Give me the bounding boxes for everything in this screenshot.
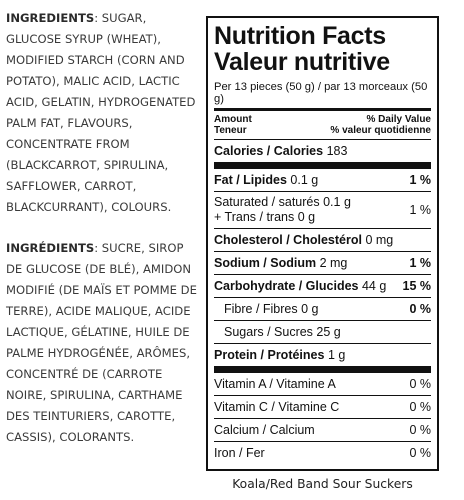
sodium-dv: 1 %	[409, 256, 431, 270]
fibre-label: Fibre / Fibres 0 g	[224, 302, 319, 316]
carbohydrate-value: 44 g	[361, 279, 387, 293]
vitamin-c-label: Vitamin C / Vitamine C	[214, 400, 340, 414]
serving-size: Per 13 pieces (50 g) / par 13 morceaux (…	[214, 81, 428, 105]
saturated-label: Saturated / saturés 0.1 g	[214, 195, 351, 209]
vitamin-c-dv: 0 %	[409, 400, 431, 414]
sodium-label: Sodium / Sodium	[214, 256, 317, 270]
protein-label: Protein / Protéines	[214, 348, 325, 362]
fat-value: 0.1 g	[290, 173, 319, 187]
fibre-dv: 0 %	[409, 302, 431, 316]
amount-label-fr: Teneur	[214, 125, 247, 136]
carbohydrate-dv: 15 %	[402, 279, 432, 293]
row-calories: Calories / Calories 183	[214, 140, 431, 162]
ingredients-block: INGREDIENTS: SUGAR, GLUCOSE SYRUP (WHEAT…	[6, 8, 202, 448]
title-fr: Valeur nutritive	[214, 48, 390, 76]
row-sodium: Sodium / Sodium 2 mg 1 %	[214, 252, 431, 274]
row-protein: Protein / Protéines 1 g	[214, 344, 431, 366]
calories-label: Calories / Calories	[214, 144, 324, 158]
row-carbohydrate: Carbohydrate / Glucides 44 g 15 %	[214, 275, 431, 297]
fat-dv: 1 %	[409, 173, 431, 187]
calories-value: 183	[326, 144, 348, 158]
trans-label: + Trans / trans 0 g	[214, 210, 316, 224]
ingredients-text-en: : SUGAR, GLUCOSE SYRUP (WHEAT), MODIFIED…	[6, 11, 196, 214]
ingredients-french: INGRÉDIENTS: SUCRE, SIROP DE GLUCOSE (DE…	[6, 238, 202, 448]
dv-label-en: % Daily Value	[366, 114, 431, 125]
product-caption: Koala/Red Band Sour Suckers	[232, 477, 413, 491]
carbohydrate-label: Carbohydrate / Glucides	[214, 279, 359, 293]
row-vitamin-a: Vitamin A / Vitamine A 0 %	[214, 373, 431, 395]
cholesterol-value: 0 mg	[365, 233, 394, 247]
protein-value: 1 g	[327, 348, 346, 362]
amount-label-en: Amount	[214, 114, 252, 125]
cholesterol-label: Cholesterol / Cholestérol	[214, 233, 362, 247]
row-saturated-trans: Saturated / saturés 0.1 g + Trans / tran…	[214, 192, 431, 228]
title-en: Nutrition Facts	[214, 22, 386, 50]
saturated-dv: 1 %	[409, 202, 431, 217]
column-header: Amount Teneur % Daily Value % valeur quo…	[214, 111, 431, 139]
ingredients-english: INGREDIENTS: SUGAR, GLUCOSE SYRUP (WHEAT…	[6, 8, 202, 218]
iron-dv: 0 %	[409, 446, 431, 460]
ingredients-label-fr: INGRÉDIENTS	[6, 241, 95, 255]
iron-label: Iron / Fer	[214, 446, 265, 460]
row-calcium: Calcium / Calcium 0 %	[214, 419, 431, 441]
vitamin-a-label: Vitamin A / Vitamine A	[214, 377, 336, 391]
row-cholesterol: Cholesterol / Cholestérol 0 mg	[214, 229, 431, 251]
row-fibre: Fibre / Fibres 0 g 0 %	[214, 298, 431, 320]
row-vitamin-c: Vitamin C / Vitamine C 0 %	[214, 396, 431, 418]
fat-label: Fat / Lipides	[214, 173, 287, 187]
row-iron: Iron / Fer 0 %	[214, 442, 431, 464]
sugars-label: Sugars / Sucres 25 g	[224, 325, 341, 339]
row-sugars: Sugars / Sucres 25 g	[214, 321, 431, 343]
dv-label-fr: % valeur quotidienne	[330, 125, 431, 136]
calcium-dv: 0 %	[409, 423, 431, 437]
vitamin-a-dv: 0 %	[409, 377, 431, 391]
calcium-label: Calcium / Calcium	[214, 423, 315, 437]
ingredients-text-fr: : SUCRE, SIROP DE GLUCOSE (DE BLÉ), AMID…	[6, 241, 197, 444]
nutrition-facts-panel: Nutrition Facts Valeur nutritive Per 13 …	[206, 16, 439, 471]
row-fat: Fat / Lipides 0.1 g 1 %	[214, 169, 431, 191]
ingredients-label-en: INGREDIENTS	[6, 11, 95, 25]
sodium-value: 2 mg	[319, 256, 348, 270]
